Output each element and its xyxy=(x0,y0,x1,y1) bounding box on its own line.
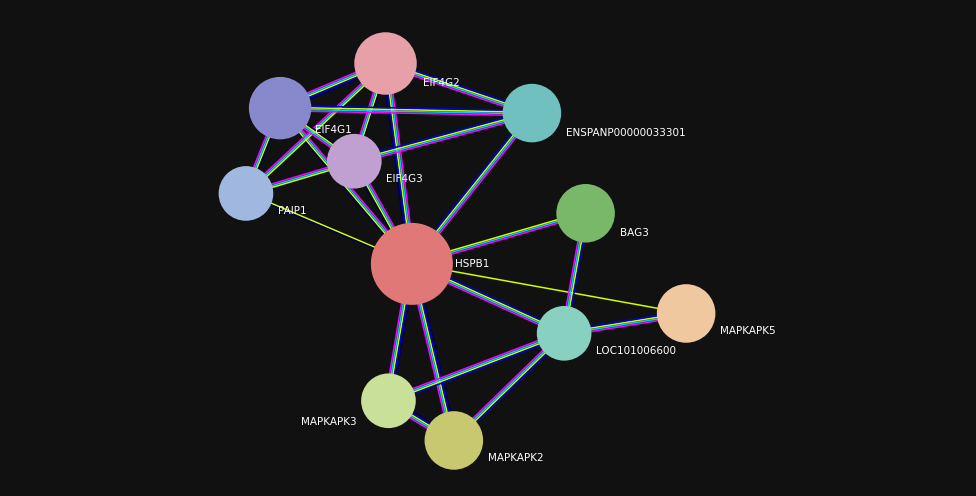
Text: LOC101006600: LOC101006600 xyxy=(596,346,676,356)
Text: MAPKAPK5: MAPKAPK5 xyxy=(720,326,776,336)
Text: PAIP1: PAIP1 xyxy=(278,206,306,216)
Ellipse shape xyxy=(219,166,273,221)
Ellipse shape xyxy=(503,84,561,142)
Ellipse shape xyxy=(425,411,483,470)
Ellipse shape xyxy=(537,306,591,361)
Ellipse shape xyxy=(556,184,615,243)
Text: MAPKAPK3: MAPKAPK3 xyxy=(301,417,356,427)
Ellipse shape xyxy=(249,77,311,139)
Text: ENSPANP00000033301: ENSPANP00000033301 xyxy=(566,127,686,137)
Text: EIF4G2: EIF4G2 xyxy=(423,78,460,88)
Text: BAG3: BAG3 xyxy=(620,228,649,238)
Text: EIF4G3: EIF4G3 xyxy=(386,174,424,184)
Ellipse shape xyxy=(361,373,416,428)
Text: EIF4G1: EIF4G1 xyxy=(315,124,352,134)
Text: MAPKAPK2: MAPKAPK2 xyxy=(488,453,544,463)
Ellipse shape xyxy=(354,32,417,95)
Ellipse shape xyxy=(657,284,715,343)
Ellipse shape xyxy=(371,223,453,305)
Ellipse shape xyxy=(327,134,382,188)
Text: HSPB1: HSPB1 xyxy=(455,259,489,269)
